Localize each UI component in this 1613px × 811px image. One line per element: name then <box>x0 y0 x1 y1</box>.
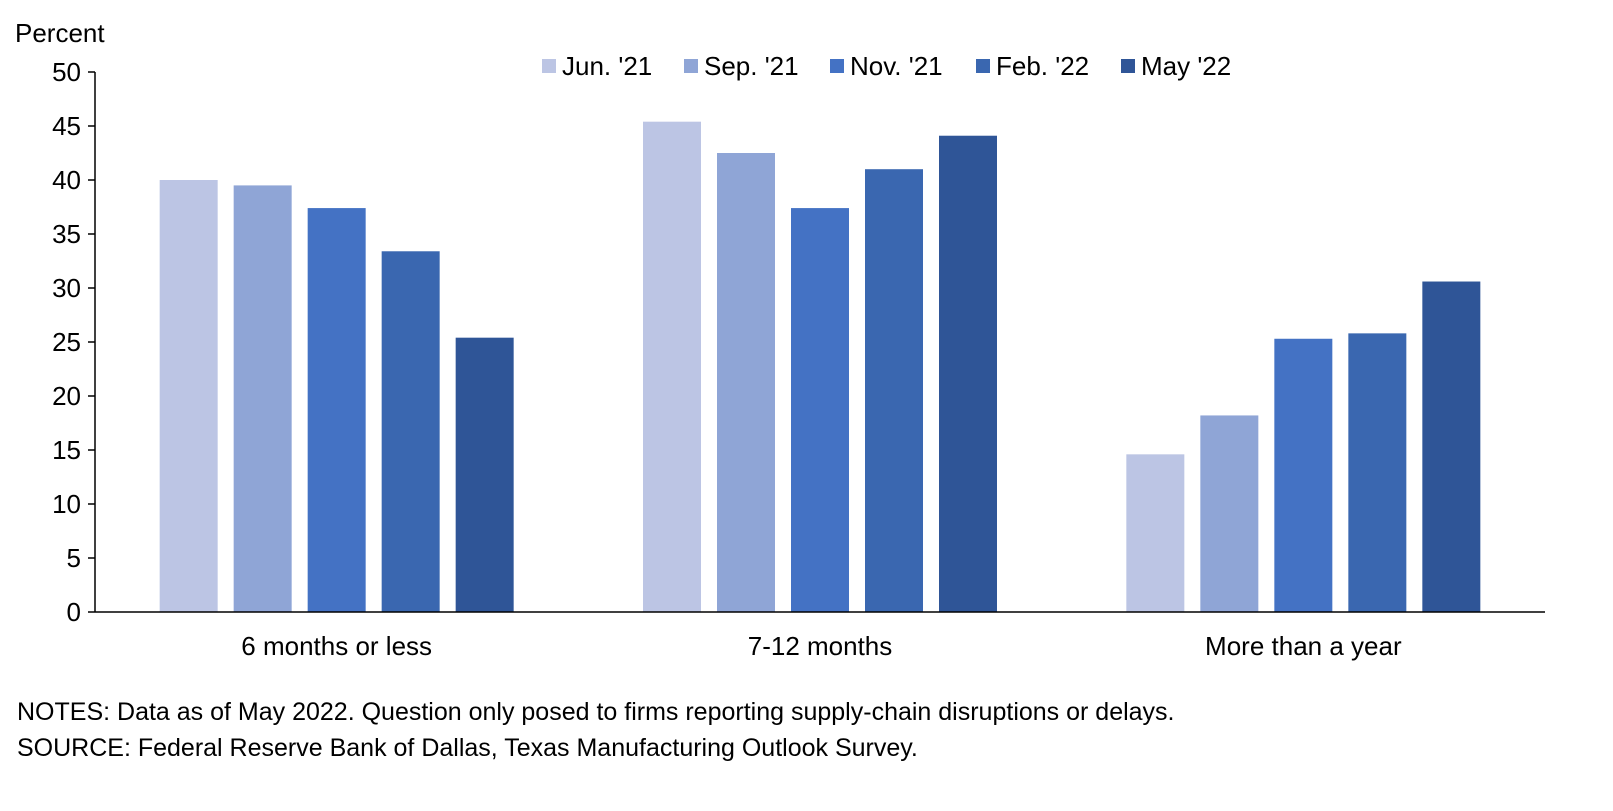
legend: Jun. '21 Sep. '21 Nov. '21 Feb. '22 May '22 <box>542 51 1231 81</box>
y-tick-label: 5 <box>67 543 81 573</box>
notes-text: NOTES: Data as of May 2022. Question onl… <box>17 698 1175 726</box>
y-tick-label: 15 <box>52 435 81 465</box>
y-tick-label: 0 <box>67 597 81 627</box>
y-tick-label: 50 <box>52 57 81 87</box>
bar <box>791 208 849 612</box>
y-axis-label: Percent <box>15 18 105 48</box>
y-tick-label: 35 <box>52 219 81 249</box>
bar <box>717 153 775 612</box>
bar <box>939 135 997 612</box>
legend-label: Jun. '21 <box>562 51 652 81</box>
bar <box>865 169 923 612</box>
bar <box>1274 338 1333 612</box>
bar <box>233 185 292 612</box>
bar <box>1126 454 1185 612</box>
y-tick-label: 30 <box>52 273 81 303</box>
bar <box>1422 281 1481 612</box>
source-text: SOURCE: Federal Reserve Bank of Dallas, … <box>17 734 918 762</box>
legend-label: May '22 <box>1141 51 1231 81</box>
x-tick-label: 6 months or less <box>241 631 432 661</box>
legend-swatch <box>542 59 556 73</box>
bars <box>159 121 1481 613</box>
bar <box>455 337 514 612</box>
legend-swatch <box>830 59 844 73</box>
y-tick-label: 20 <box>52 381 81 411</box>
legend-label: Sep. '21 <box>704 51 799 81</box>
x-tick-label: More than a year <box>1205 631 1402 661</box>
legend-label: Feb. '22 <box>996 51 1089 81</box>
bar <box>381 251 440 612</box>
y-tick-label: 25 <box>52 327 81 357</box>
legend-label: Nov. '21 <box>850 51 943 81</box>
y-tick-label: 40 <box>52 165 81 195</box>
bar <box>159 180 218 612</box>
bar <box>1348 333 1407 612</box>
bar-chart: Percent Jun. '21 Sep. '21 Nov. '21 Feb. '22… <box>15 18 1545 661</box>
bar <box>307 208 366 612</box>
chart-notes: NOTES: Data as of May 2022. Question onl… <box>17 694 1175 766</box>
y-axis: 0 5 10 15 20 25 30 35 40 45 50 <box>52 57 96 627</box>
y-tick-label: 10 <box>52 489 81 519</box>
legend-swatch <box>976 59 990 73</box>
bar <box>643 121 701 613</box>
legend-swatch <box>684 59 698 73</box>
x-axis: 6 months or less 7-12 months More than a y… <box>95 611 1545 661</box>
bar <box>1200 415 1259 612</box>
y-tick-label: 45 <box>52 111 81 141</box>
legend-swatch <box>1121 59 1135 73</box>
x-tick-label: 7-12 months <box>748 631 893 661</box>
